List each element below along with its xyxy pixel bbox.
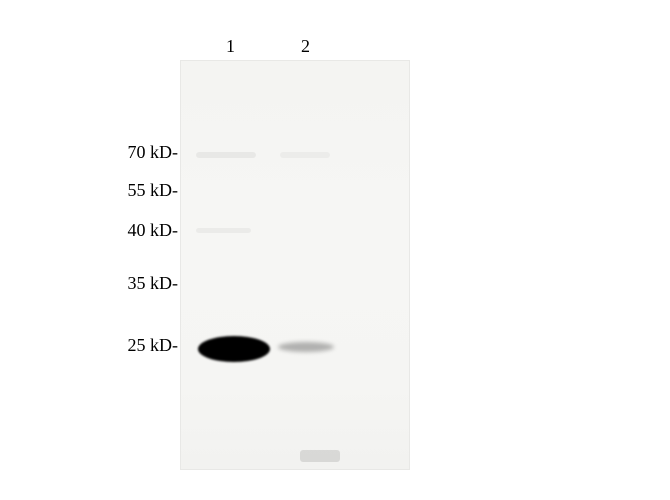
lane-label-2: 2: [301, 36, 310, 57]
marker-label: 25 kD-: [128, 335, 179, 356]
faint-band: [196, 228, 251, 233]
marker-label: 55 kD-: [128, 180, 179, 201]
lane-label-1: 1: [226, 36, 235, 57]
faint-band: [300, 450, 340, 462]
blot-band-lane1: [198, 336, 270, 362]
marker-label: 70 kD-: [128, 142, 179, 163]
faint-band: [196, 152, 256, 158]
blot-container: 1 2 70 kD- 55 kD- 40 kD- 35 kD- 25 kD-: [0, 0, 670, 500]
blot-membrane: [180, 60, 410, 470]
blot-band-lane2: [278, 342, 334, 352]
marker-label: 35 kD-: [128, 273, 179, 294]
marker-label: 40 kD-: [128, 220, 179, 241]
faint-band: [280, 152, 330, 158]
